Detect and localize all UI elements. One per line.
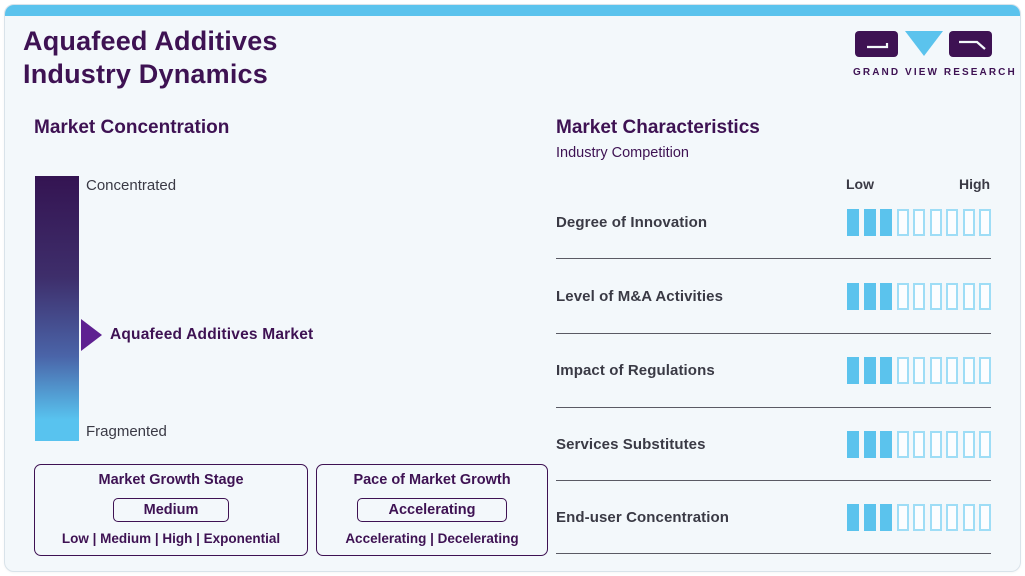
rating-bar-filled	[863, 503, 876, 531]
characteristic-label: Degree of Innovation	[556, 213, 708, 231]
characteristic-row: End-user Concentration	[556, 481, 991, 554]
characteristic-row: Degree of Innovation	[556, 186, 991, 259]
rating-bar-empty	[946, 503, 958, 531]
rating-bar-empty	[979, 503, 991, 531]
page-title-line1: Aquafeed Additives	[23, 26, 278, 56]
characteristic-label: Impact of Regulations	[556, 362, 715, 379]
rating-bar-empty	[962, 357, 975, 384]
rating-bar-empty	[929, 430, 942, 458]
rating-bar-filled	[863, 208, 876, 236]
rating-bars	[847, 282, 991, 310]
pace-of-market-growth-title: Pace of Market Growth	[353, 472, 511, 488]
market-concentration-heading: Market Concentration	[34, 117, 230, 138]
rating-bar-empty	[962, 208, 975, 236]
rating-bar-empty	[913, 357, 925, 384]
rating-bar-empty	[896, 503, 909, 531]
rating-bar-empty	[946, 282, 958, 310]
market-growth-stage-title: Market Growth Stage	[98, 472, 244, 488]
market-growth-stage-options: Low | Medium | High | Exponential	[61, 531, 281, 546]
rating-bar-empty	[896, 430, 909, 458]
page-title: Aquafeed Additives Industry Dynamics	[23, 25, 278, 91]
pace-of-market-growth-box: Pace of Market Growth Accelerating Accel…	[316, 464, 548, 556]
market-position-label: Aquafeed Additives Market	[110, 326, 314, 343]
rating-bars	[847, 503, 991, 531]
rating-bar-empty	[946, 357, 958, 384]
gvr-logo-text: GRAND VIEW RESEARCH	[853, 67, 1017, 78]
rating-bar-empty	[962, 503, 975, 531]
rating-bar-empty	[929, 208, 942, 236]
characteristic-row: Services Substitutes	[556, 408, 991, 481]
rating-bar-empty	[979, 208, 991, 236]
rating-bar-filled	[847, 357, 859, 384]
rating-bar-filled	[880, 503, 892, 531]
rating-bar-filled	[847, 430, 859, 458]
page-title-line2: Industry Dynamics	[23, 59, 268, 89]
rating-bar-empty	[979, 282, 991, 310]
industry-competition-subheading: Industry Competition	[556, 145, 689, 161]
rating-bar-empty	[929, 357, 942, 384]
rating-bar-empty	[962, 282, 975, 310]
rating-bar-empty	[946, 208, 958, 236]
rating-bar-filled	[880, 430, 892, 458]
pace-of-market-growth-options: Accelerating | Decelerating	[345, 531, 519, 546]
rating-bar-empty	[962, 430, 975, 458]
scale-high-label: High	[959, 176, 991, 192]
characteristic-label: End-user Concentration	[556, 508, 730, 526]
characteristics-list: Degree of Innovation Level of M&A Activi…	[556, 186, 991, 554]
rating-bar-empty	[946, 430, 958, 458]
characteristic-label: Services Substitutes	[556, 435, 706, 453]
rating-bar-filled	[880, 357, 892, 384]
rating-bar-empty	[979, 430, 991, 458]
market-position-arrow-icon	[81, 319, 102, 351]
rating-bars	[847, 357, 991, 384]
rating-bar-empty	[896, 208, 909, 236]
rating-bar-filled	[847, 503, 859, 531]
rating-bar-empty	[896, 282, 909, 310]
rating-bar-empty	[913, 282, 925, 310]
rating-bars	[847, 208, 991, 236]
fragmented-label: Fragmented	[86, 423, 167, 440]
rating-bar-filled	[863, 430, 876, 458]
rating-bar-filled	[847, 208, 859, 236]
rating-bar-empty	[979, 357, 991, 384]
rating-bar-filled	[863, 282, 876, 310]
market-growth-stage-selected: Medium	[112, 497, 230, 522]
rating-bars	[847, 430, 991, 458]
rating-bar-empty	[913, 208, 925, 236]
characteristic-row: Impact of Regulations	[556, 334, 991, 408]
market-growth-stage-box: Market Growth Stage Medium Low | Medium …	[34, 464, 308, 556]
rating-bar-empty	[913, 430, 925, 458]
infographic-card: Aquafeed Additives Industry Dynamics GRA…	[4, 4, 1021, 572]
rating-bar-empty	[913, 503, 925, 531]
top-accent-bar	[5, 5, 1020, 16]
characteristic-row: Level of M&A Activities	[556, 259, 991, 334]
rating-bar-filled	[847, 282, 859, 310]
rating-bar-filled	[880, 208, 892, 236]
scale-low-label: Low	[846, 176, 874, 192]
gvr-logo: GRAND VIEW RESEARCH	[853, 31, 1017, 78]
characteristic-label: Level of M&A Activities	[556, 287, 724, 305]
rating-bar-empty	[929, 282, 942, 310]
rating-bar-filled	[863, 357, 876, 384]
pace-of-market-growth-selected: Accelerating	[357, 497, 507, 522]
rating-bar-filled	[880, 282, 892, 310]
concentration-gradient-bar	[35, 176, 79, 441]
rating-bar-empty	[896, 357, 909, 384]
gvr-logo-icon	[855, 31, 992, 57]
rating-bar-empty	[929, 503, 942, 531]
market-characteristics-heading: Market Characteristics	[556, 117, 760, 138]
concentrated-label: Concentrated	[86, 177, 177, 194]
